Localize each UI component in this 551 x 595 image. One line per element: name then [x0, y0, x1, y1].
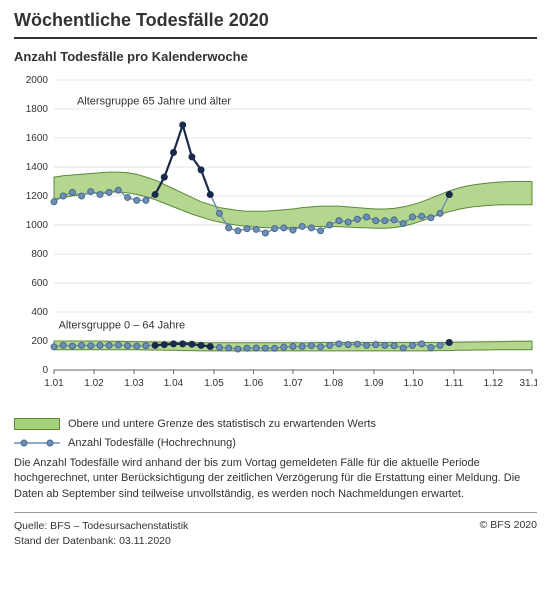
- svg-text:1.06: 1.06: [244, 378, 264, 389]
- svg-text:1.05: 1.05: [204, 378, 224, 389]
- svg-text:1.09: 1.09: [364, 378, 384, 389]
- svg-text:1800: 1800: [26, 104, 49, 115]
- svg-text:2000: 2000: [26, 75, 49, 86]
- svg-text:Altersgruppe 65 Jahre und älte: Altersgruppe 65 Jahre und älter: [77, 96, 231, 108]
- chart-subtitle: Anzahl Todesfälle pro Kalenderwoche: [14, 49, 537, 64]
- svg-text:1.03: 1.03: [124, 378, 144, 389]
- legend-band-swatch: [14, 418, 60, 430]
- svg-text:31.12: 31.12: [519, 378, 537, 389]
- svg-text:1.01: 1.01: [44, 378, 64, 389]
- copyright-text: © BFS 2020: [480, 519, 537, 548]
- svg-text:1.02: 1.02: [84, 378, 104, 389]
- svg-text:200: 200: [31, 336, 48, 347]
- source-text: Quelle: BFS – Todesursachenstatistik: [14, 519, 188, 534]
- chart: 0 200 400 600 800 1000 1200 1400 1600 1800 2000 1.0…: [14, 70, 537, 410]
- legend-band-label: Obere und untere Grenze des statistisch …: [68, 418, 376, 430]
- stand-text: Stand der Datenbank: 03.11.2020: [14, 534, 188, 549]
- footnote: Die Anzahl Todesfälle wird anhand der bi…: [14, 456, 537, 502]
- legend-line-swatch: [14, 436, 60, 450]
- svg-text:800: 800: [31, 249, 48, 260]
- svg-text:1.11: 1.11: [444, 378, 463, 389]
- svg-text:1400: 1400: [26, 162, 49, 173]
- svg-text:0: 0: [42, 365, 48, 376]
- svg-text:1200: 1200: [26, 191, 49, 202]
- svg-text:600: 600: [31, 278, 48, 289]
- svg-text:1.10: 1.10: [404, 378, 424, 389]
- page-title: Wöchentliche Todesfälle 2020: [14, 10, 537, 37]
- svg-text:1.04: 1.04: [164, 378, 184, 389]
- svg-text:1.12: 1.12: [484, 378, 504, 389]
- svg-text:1.08: 1.08: [324, 378, 344, 389]
- legend: Obere und untere Grenze des statistisch …: [14, 418, 537, 450]
- svg-text:1000: 1000: [26, 220, 49, 231]
- legend-line-label: Anzahl Todesfälle (Hochrechnung): [68, 437, 236, 449]
- svg-text:1.07: 1.07: [283, 378, 303, 389]
- divider-top: [14, 37, 537, 39]
- svg-text:Altersgruppe 0 – 64 Jahre: Altersgruppe 0 – 64 Jahre: [59, 320, 186, 332]
- svg-text:1600: 1600: [26, 133, 49, 144]
- svg-text:400: 400: [31, 307, 48, 318]
- divider-bottom: [14, 512, 537, 513]
